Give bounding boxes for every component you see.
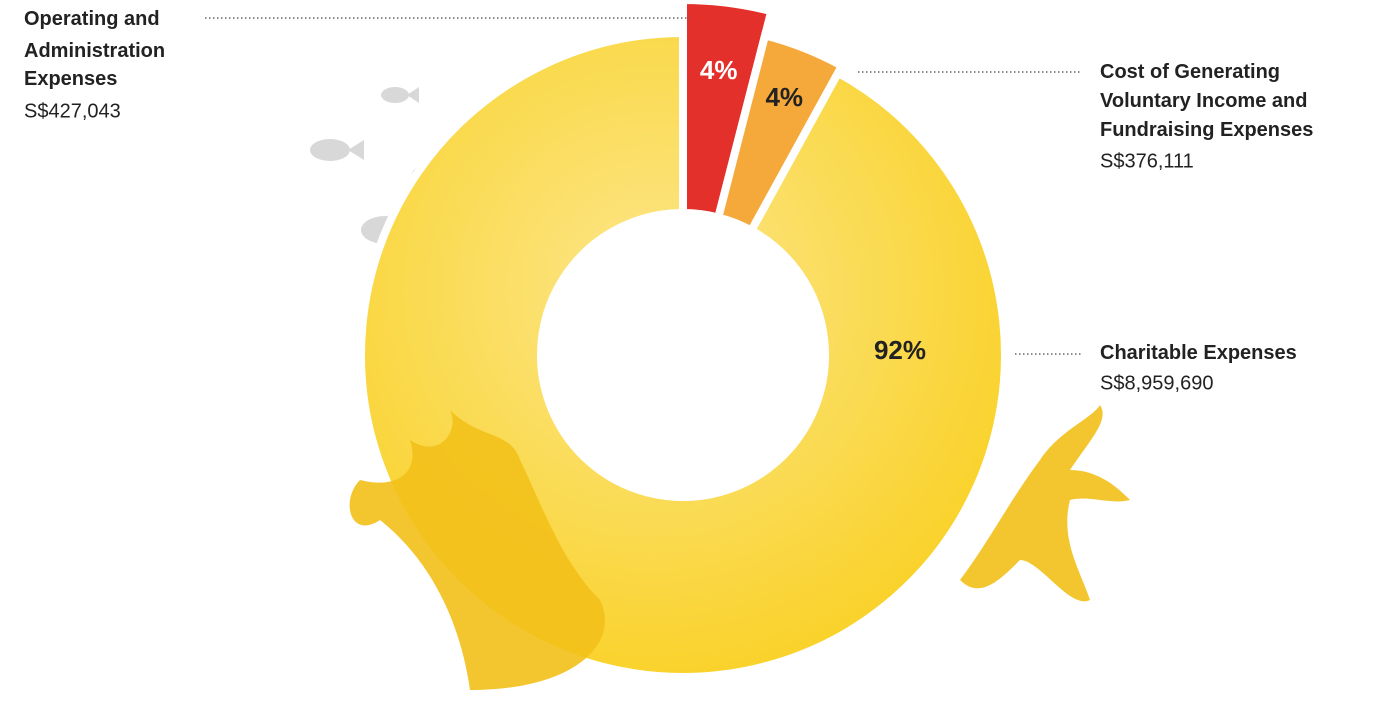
legend-label: Cost of Generating Voluntary Income and Fu… bbox=[1100, 61, 1313, 141]
legend-label: Charitable Expenses bbox=[1100, 342, 1297, 364]
data-label: 4% bbox=[700, 55, 738, 85]
amount-label: S$8,959,690 bbox=[1100, 372, 1213, 394]
pie-slice bbox=[679, 0, 777, 223]
pie-slice bbox=[713, 30, 848, 236]
amount-label: S$427,043 bbox=[24, 100, 121, 122]
decoration bbox=[349, 405, 1130, 690]
legend-label: Operating and Administration Expenses bbox=[24, 8, 165, 90]
data-label: 92% bbox=[874, 335, 926, 365]
data-label: 4% bbox=[765, 82, 803, 112]
amount-label: S$376,111 bbox=[1100, 150, 1194, 172]
